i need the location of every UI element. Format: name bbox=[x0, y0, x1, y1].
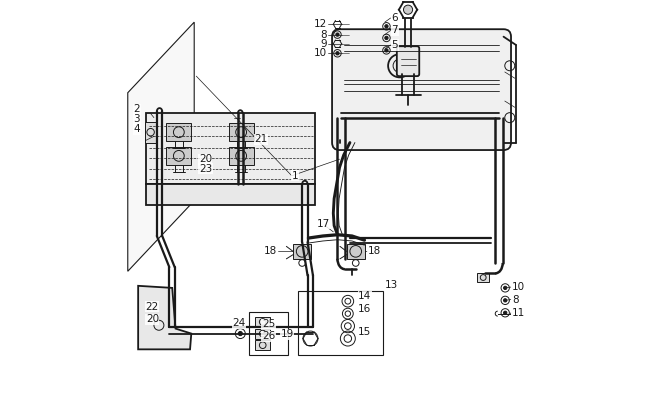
Circle shape bbox=[504, 286, 507, 290]
Text: 18: 18 bbox=[264, 246, 278, 256]
Text: 11: 11 bbox=[512, 308, 525, 318]
Text: 21: 21 bbox=[254, 134, 268, 144]
Polygon shape bbox=[128, 22, 194, 271]
FancyBboxPatch shape bbox=[332, 29, 511, 150]
Text: 8: 8 bbox=[320, 30, 327, 40]
Circle shape bbox=[336, 33, 339, 36]
Text: 7: 7 bbox=[391, 25, 398, 36]
Circle shape bbox=[504, 311, 507, 314]
Bar bbox=[145, 122, 157, 143]
Bar bbox=[346, 244, 365, 259]
Text: 2: 2 bbox=[134, 104, 140, 115]
Text: 4: 4 bbox=[134, 124, 140, 134]
Text: 20: 20 bbox=[146, 314, 159, 324]
Circle shape bbox=[336, 52, 339, 55]
Text: 15: 15 bbox=[358, 327, 371, 337]
Bar bbox=[255, 340, 270, 350]
Circle shape bbox=[404, 5, 413, 14]
FancyBboxPatch shape bbox=[397, 46, 419, 76]
Bar bbox=[298, 291, 383, 355]
Text: 12: 12 bbox=[314, 19, 327, 29]
Text: 9: 9 bbox=[320, 39, 327, 49]
Circle shape bbox=[238, 331, 242, 336]
Text: 10: 10 bbox=[512, 282, 525, 292]
Text: 19: 19 bbox=[281, 329, 294, 339]
Bar bbox=[250, 311, 288, 355]
Circle shape bbox=[385, 25, 388, 28]
Text: 26: 26 bbox=[262, 331, 275, 342]
Text: 23: 23 bbox=[199, 164, 212, 174]
Text: 25: 25 bbox=[262, 319, 275, 329]
Circle shape bbox=[385, 49, 388, 52]
Bar bbox=[229, 123, 254, 141]
Circle shape bbox=[385, 36, 388, 40]
Bar bbox=[255, 317, 270, 327]
Text: 3: 3 bbox=[134, 114, 140, 124]
Text: 24: 24 bbox=[232, 318, 245, 328]
Text: 13: 13 bbox=[385, 280, 398, 290]
Bar bbox=[166, 123, 191, 141]
Text: 17: 17 bbox=[317, 219, 330, 229]
Bar bbox=[166, 147, 191, 165]
Text: 6: 6 bbox=[391, 13, 398, 23]
Text: 1: 1 bbox=[292, 171, 298, 181]
Polygon shape bbox=[146, 184, 315, 205]
Text: 18: 18 bbox=[367, 246, 381, 256]
Polygon shape bbox=[138, 286, 191, 349]
Text: 14: 14 bbox=[358, 291, 371, 301]
Text: 8: 8 bbox=[512, 295, 519, 305]
Bar bbox=[229, 147, 254, 165]
Bar bbox=[255, 329, 270, 339]
Polygon shape bbox=[146, 114, 315, 184]
Circle shape bbox=[504, 299, 507, 302]
Bar bbox=[293, 244, 311, 259]
Text: 10: 10 bbox=[314, 48, 327, 58]
Bar bbox=[477, 273, 489, 282]
Text: 5: 5 bbox=[391, 40, 398, 50]
Text: 22: 22 bbox=[146, 301, 159, 311]
Text: 20: 20 bbox=[199, 154, 212, 164]
Text: 16: 16 bbox=[358, 303, 371, 314]
